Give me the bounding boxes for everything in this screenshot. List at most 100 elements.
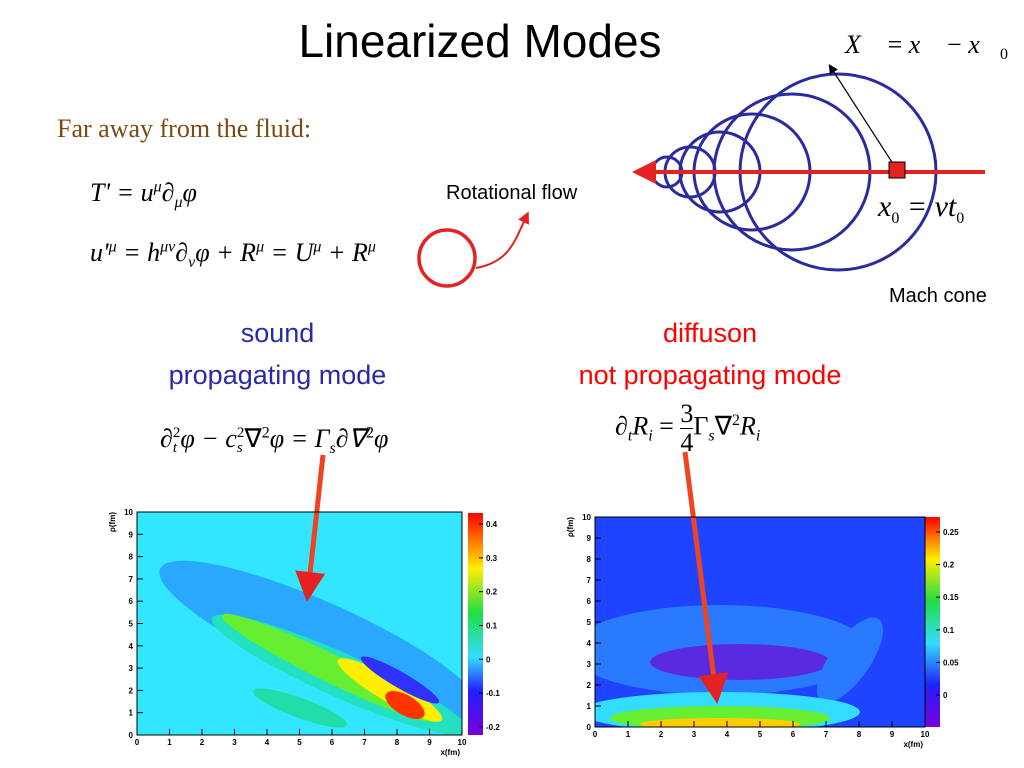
x-tick-label: 2 (659, 730, 664, 739)
t: 0 (999, 46, 1008, 64)
t: ∇ (244, 424, 262, 453)
t: not propagating mode (578, 360, 842, 390)
t: i (755, 427, 761, 445)
t: T' = u (90, 178, 154, 207)
colorbar (925, 517, 940, 727)
colorbar-label: 0.25 (943, 528, 959, 537)
colorbar-label: 0.1 (943, 626, 955, 635)
x-tick-label: 1 (167, 738, 172, 747)
highlight (417, 228, 477, 288)
t: R (352, 238, 368, 267)
heatmap-diffuson (595, 517, 925, 727)
y-tick-label: 9 (129, 530, 134, 539)
y-tick-label: 6 (587, 597, 592, 606)
y-axis-label: ρ(fm) (566, 517, 575, 537)
eq-source: x0 = vt0 (878, 190, 964, 228)
t: Γ (693, 411, 709, 441)
t: ∂∇ (335, 424, 366, 453)
t: ν (188, 254, 196, 272)
t: 0 (956, 210, 965, 227)
sound-label: sound propagating mode (140, 312, 415, 396)
x-tick-label: 9 (427, 738, 432, 747)
t: 3 (680, 399, 694, 429)
colorbar-label: 0.05 (943, 658, 959, 667)
colorbar-label: 0.15 (943, 593, 959, 602)
subtitle: Far away from the fluid: (57, 114, 312, 143)
colorbar-label: 0.2 (486, 588, 498, 597)
t: μ (256, 238, 265, 256)
x-tick-label: 4 (725, 730, 730, 739)
x-tick-label: 10 (921, 730, 930, 739)
colorbar-label: -0.1 (486, 689, 500, 698)
pointer-arrow (295, 454, 326, 602)
y-tick-label: 5 (129, 620, 134, 629)
t: R (740, 411, 756, 441)
t: 2 (261, 424, 270, 442)
y-tick-label: 10 (124, 508, 133, 517)
colorbar-label: 0 (486, 655, 491, 664)
y-tick-label: 8 (129, 553, 134, 562)
eq-u: u'μ = hμν∂νφ + Rμ = Uμ + Rμ (90, 238, 376, 272)
t: X⃗ (845, 30, 882, 59)
y-tick-label: 2 (587, 681, 592, 690)
x-tick-label: 10 (458, 738, 467, 747)
x-tick-label: 6 (330, 738, 335, 747)
t: 2 (236, 425, 245, 442)
x-tick-label: 5 (297, 738, 302, 747)
t: 2 (172, 425, 181, 442)
x-tick-label: 8 (857, 730, 862, 739)
t: − (940, 30, 969, 59)
colorbar-label: 0.3 (486, 554, 498, 563)
x-tick-label: 9 (890, 730, 895, 739)
radius-arrow (828, 63, 898, 171)
y-tick-label: 7 (587, 576, 592, 585)
t: u' (90, 238, 109, 267)
eq-vector: X⃗ = x⃗ − x⃗0 (845, 30, 1008, 64)
x-tick-label: 7 (362, 738, 367, 747)
t: x (878, 190, 892, 223)
t: propagating mode (168, 360, 387, 390)
y-tick-label: 0 (129, 731, 134, 740)
t: φ = Γ (269, 424, 330, 453)
t: μ (108, 238, 117, 256)
t: = U (264, 238, 314, 267)
colorbar-label: 0.4 (486, 520, 498, 529)
y-tick-label: 10 (582, 513, 591, 522)
t: s (329, 440, 336, 458)
t: ∂ (161, 178, 175, 207)
x-tick-label: 5 (758, 730, 763, 739)
curve-arrow (475, 211, 529, 269)
x-axis-label: x(fm) (440, 748, 460, 757)
t: = (652, 411, 681, 441)
eq-sound: ∂ 2 t φ − c 2 s ∇2φ = Γs∂∇2φ (160, 424, 388, 458)
t: = vt (899, 190, 957, 223)
t: φ + R (195, 238, 257, 267)
x-tick-label: 8 (395, 738, 400, 747)
y-tick-label: 4 (129, 642, 134, 651)
x-tick-label: 6 (791, 730, 796, 739)
diffuson-label: diffuson not propagating mode (540, 312, 880, 396)
t: μ (174, 194, 183, 212)
colorbar-label: 0.2 (943, 561, 955, 570)
t: t (627, 427, 633, 445)
t: μ (367, 238, 376, 256)
t: 2 (365, 424, 374, 442)
t: R (632, 411, 649, 441)
t: μ (313, 238, 322, 256)
eq-t: T' = uμ∂μφ (90, 178, 197, 212)
colorbar-label: 0 (943, 691, 948, 700)
y-tick-label: 3 (129, 664, 134, 673)
t: i (648, 427, 653, 445)
t: μ (153, 178, 162, 196)
y-tick-label: 1 (129, 709, 134, 718)
colorbar-label: 0.1 (486, 622, 498, 631)
eq-diff: ∂tRi = 3 4 Γs∇2Ri (615, 400, 760, 457)
label-rotational: Rotational flow (446, 182, 578, 204)
x-tick-label: 1 (626, 730, 631, 739)
y-tick-label: 7 (129, 575, 134, 584)
pointer-arrow (682, 451, 729, 704)
t: diffuson (662, 318, 758, 348)
x-tick-label: 3 (692, 730, 697, 739)
t: ∇ (714, 411, 732, 441)
